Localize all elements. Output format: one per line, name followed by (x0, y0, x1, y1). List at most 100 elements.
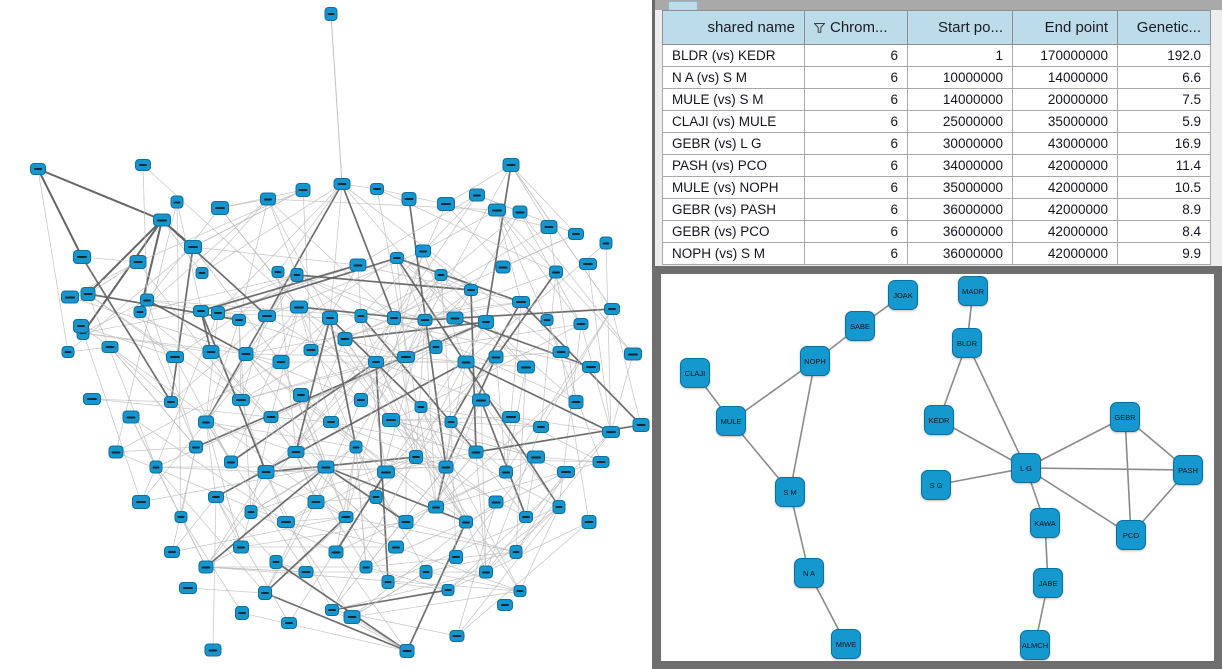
overview-network-node[interactable] (293, 388, 309, 402)
overview-network-node[interactable] (479, 565, 493, 579)
detail-network-node-n-a[interactable]: N A (794, 558, 824, 588)
detail-network-node-s-g[interactable]: S G (921, 470, 951, 500)
overview-network-node[interactable] (592, 456, 610, 468)
overview-network-node[interactable] (581, 515, 597, 529)
overview-network-node[interactable] (387, 311, 401, 325)
detail-network-node-l-g[interactable]: L G (1011, 453, 1041, 483)
detail-network-node-jabe[interactable]: JABE (1033, 568, 1063, 598)
overview-network-node[interactable] (488, 203, 506, 217)
overview-network-node[interactable] (108, 445, 124, 459)
overview-network-node[interactable] (497, 599, 513, 611)
overview-network-node[interactable] (599, 236, 613, 250)
overview-network-node[interactable] (204, 643, 222, 657)
overview-network-node[interactable] (495, 260, 511, 274)
table-row[interactable]: BLDR (vs) KEDR 6 1 170000000 192.0 (662, 44, 1211, 67)
overview-network-node[interactable] (277, 516, 295, 528)
overview-network-node[interactable] (502, 411, 520, 423)
overview-network-node[interactable] (457, 355, 475, 369)
detail-network-node-gebr[interactable]: GEBR (1110, 402, 1140, 432)
overview-network-node[interactable] (189, 440, 203, 454)
overview-network-node[interactable] (549, 265, 563, 279)
overview-network-node[interactable] (328, 545, 344, 559)
detail-network-node-bldr[interactable]: BLDR (952, 328, 982, 358)
overview-network-node[interactable] (449, 550, 463, 564)
overview-network-node[interactable] (488, 350, 504, 364)
overview-network-node[interactable] (568, 395, 584, 409)
table-row[interactable]: PASH (vs) PCO 6 34000000 42000000 11.4 (662, 154, 1211, 177)
detail-network-node-mule[interactable]: MULE (716, 406, 746, 436)
overview-network-node[interactable] (80, 287, 96, 301)
overview-network-node[interactable] (502, 158, 520, 172)
overview-network-node[interactable] (232, 314, 246, 326)
overview-network-node[interactable] (409, 450, 423, 464)
overview-network-node[interactable] (390, 252, 404, 264)
overview-network-node[interactable] (437, 197, 455, 211)
overview-network-canvas[interactable] (0, 0, 652, 669)
overview-network-node[interactable] (398, 515, 414, 529)
overview-network-node[interactable] (472, 393, 490, 407)
overview-network-node[interactable] (368, 356, 384, 368)
overview-network-node[interactable] (317, 460, 335, 474)
column-header-chromosome[interactable]: Chrom... (804, 10, 908, 45)
overview-network-node[interactable] (281, 617, 297, 629)
overview-network-node[interactable] (464, 284, 478, 296)
overview-network-node[interactable] (517, 360, 535, 374)
table-row[interactable]: GEBR (vs) PASH 6 36000000 42000000 8.9 (662, 198, 1211, 221)
overview-network-node[interactable] (224, 455, 238, 469)
overview-network-node[interactable] (349, 258, 367, 272)
overview-network-node[interactable] (258, 586, 272, 600)
detail-network-node-claji[interactable]: CLAJI (680, 358, 710, 388)
overview-network-node[interactable] (446, 311, 464, 325)
overview-network-node[interactable] (582, 361, 600, 373)
table-row[interactable]: MULE (vs) S M 6 14000000 20000000 7.5 (662, 88, 1211, 111)
table-row[interactable]: GEBR (vs) PCO 6 36000000 42000000 8.4 (662, 220, 1211, 243)
overview-network-node[interactable] (211, 201, 229, 215)
overview-network-node[interactable] (428, 500, 444, 514)
detail-network-node-joak[interactable]: JOAK (888, 280, 918, 310)
overview-network-node[interactable] (540, 220, 558, 234)
overview-network-node[interactable] (129, 255, 147, 269)
overview-network-node[interactable] (135, 159, 151, 171)
overview-network-node[interactable] (509, 545, 523, 559)
overview-network-node[interactable] (271, 266, 285, 278)
overview-network-node[interactable] (349, 440, 363, 454)
detail-network-node-sabe[interactable]: SABE (845, 311, 875, 341)
overview-network-node[interactable] (540, 314, 554, 326)
overview-network-node[interactable] (260, 192, 276, 206)
overview-network-node[interactable] (468, 445, 484, 459)
overview-network-node[interactable] (469, 188, 485, 202)
detail-network-node-kawa[interactable]: KAWA (1030, 508, 1060, 538)
overview-network-node[interactable] (557, 466, 575, 478)
overview-network-node[interactable] (533, 421, 549, 433)
overview-network-node[interactable] (307, 495, 325, 509)
overview-network-node[interactable] (449, 630, 465, 642)
overview-network-node[interactable] (133, 306, 147, 318)
overview-network-node[interactable] (444, 416, 458, 428)
overview-network-node[interactable] (323, 416, 339, 428)
overview-network-node[interactable] (164, 546, 180, 558)
overview-network-node[interactable] (149, 460, 163, 474)
overview-network-node[interactable] (166, 351, 184, 363)
overview-network-node[interactable] (290, 268, 304, 282)
overview-network-node[interactable] (61, 290, 79, 304)
overview-network-node[interactable] (602, 426, 620, 438)
table-row[interactable]: N A (vs) S M 6 10000000 14000000 6.6 (662, 66, 1211, 89)
overview-network-node[interactable] (232, 394, 250, 406)
overview-network-node[interactable] (30, 163, 46, 175)
overview-network-node[interactable] (552, 346, 570, 358)
overview-network-node[interactable] (238, 347, 254, 361)
overview-network-node[interactable] (338, 511, 354, 523)
overview-network-node[interactable] (272, 355, 290, 369)
overview-network-node[interactable] (263, 411, 279, 423)
overview-network-node[interactable] (388, 540, 404, 554)
overview-network-node[interactable] (343, 610, 361, 624)
overview-network-node[interactable] (438, 460, 454, 474)
overview-network-node[interactable] (193, 305, 209, 317)
detail-network-node-madr[interactable]: MADR (958, 276, 988, 306)
overview-network-node[interactable] (164, 396, 178, 408)
overview-network-node[interactable] (132, 495, 150, 509)
overview-network-node[interactable] (429, 340, 443, 354)
column-header-start-point[interactable]: Start po... (907, 10, 1013, 45)
overview-network-node[interactable] (377, 465, 395, 479)
overview-network-node[interactable] (325, 604, 339, 616)
